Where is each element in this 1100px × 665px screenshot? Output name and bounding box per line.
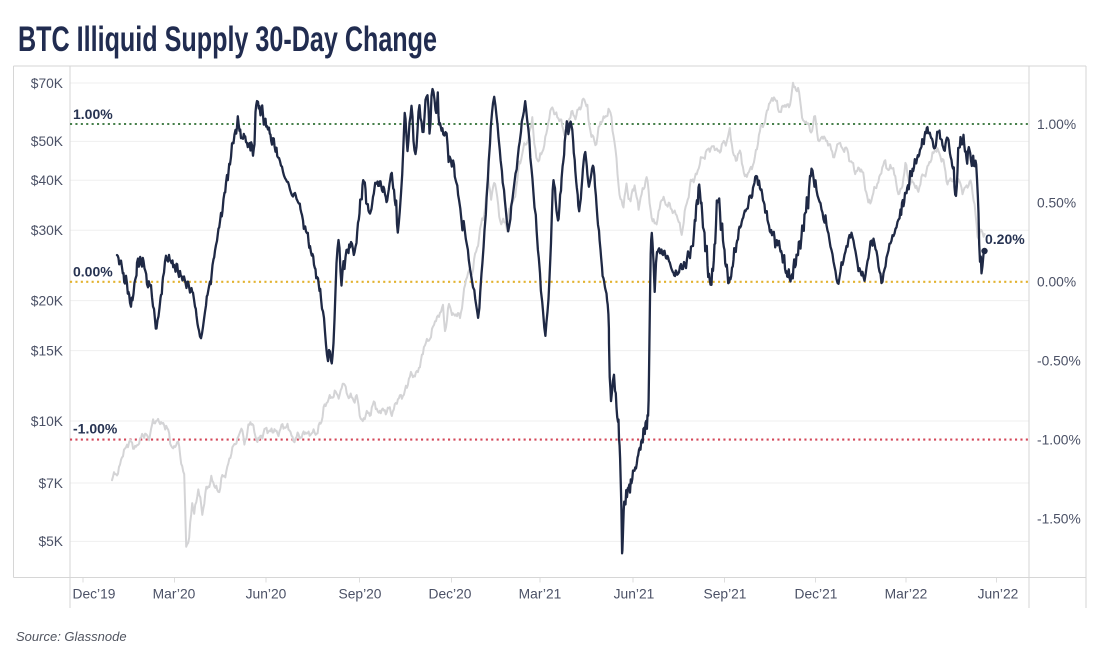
svg-text:0.00%: 0.00% — [1037, 275, 1076, 290]
svg-text:-1.50%: -1.50% — [1037, 511, 1081, 526]
svg-text:1.00%: 1.00% — [1037, 117, 1076, 132]
svg-text:$5K: $5K — [38, 534, 63, 549]
svg-text:Mar’20: Mar’20 — [153, 587, 196, 602]
svg-text:$7K: $7K — [38, 476, 63, 491]
svg-text:Jun’21: Jun’21 — [614, 587, 655, 602]
svg-text:Sep’20: Sep’20 — [339, 587, 382, 602]
svg-text:-0.50%: -0.50% — [1037, 354, 1081, 369]
svg-text:Mar’21: Mar’21 — [519, 587, 562, 602]
svg-text:Jun’20: Jun’20 — [246, 587, 287, 602]
svg-text:0.50%: 0.50% — [1037, 196, 1076, 211]
svg-text:Mar’22: Mar’22 — [885, 587, 928, 602]
svg-text:$20K: $20K — [31, 293, 64, 308]
svg-text:Dec’19: Dec’19 — [73, 587, 116, 602]
svg-text:$10K: $10K — [31, 414, 64, 429]
svg-text:$70K: $70K — [31, 76, 64, 91]
svg-text:$30K: $30K — [31, 223, 64, 238]
svg-text:Sep’21: Sep’21 — [704, 587, 747, 602]
svg-text:Source: Glassnode: Source: Glassnode — [16, 629, 127, 644]
svg-text:0.00%: 0.00% — [73, 264, 113, 280]
svg-text:Jun’22: Jun’22 — [978, 587, 1019, 602]
svg-text:-1.00%: -1.00% — [1037, 432, 1081, 447]
svg-text:Dec’21: Dec’21 — [795, 587, 838, 602]
svg-text:0.20%: 0.20% — [985, 231, 1025, 247]
svg-text:Dec’20: Dec’20 — [429, 587, 472, 602]
svg-text:BTC Illiquid Supply 30-Day Cha: BTC Illiquid Supply 30-Day Change — [18, 20, 437, 59]
svg-text:$50K: $50K — [31, 134, 64, 149]
svg-text:1.00%: 1.00% — [73, 106, 113, 122]
svg-text:$40K: $40K — [31, 173, 64, 188]
svg-text:$15K: $15K — [31, 343, 64, 358]
svg-text:-1.00%: -1.00% — [73, 421, 118, 437]
